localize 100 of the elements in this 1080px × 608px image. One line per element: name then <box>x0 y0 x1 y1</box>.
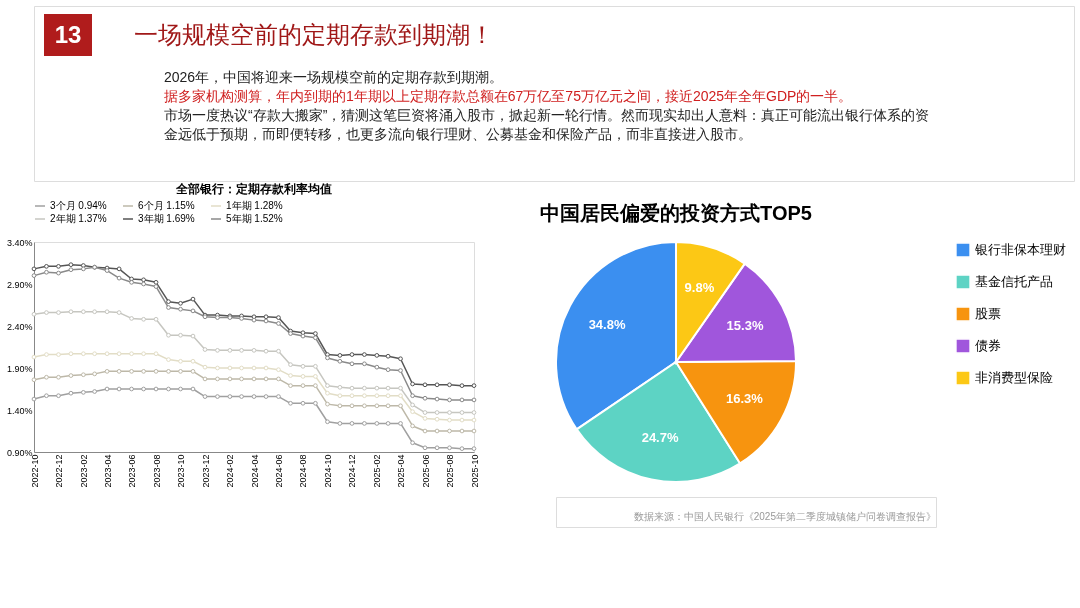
point <box>190 368 196 374</box>
x-tick-label: 2023-06 <box>127 454 138 488</box>
point <box>251 394 257 399</box>
point <box>251 376 257 382</box>
point <box>104 309 110 315</box>
point <box>313 400 318 406</box>
point <box>202 394 208 399</box>
point <box>385 353 391 359</box>
point <box>337 384 343 390</box>
point <box>44 310 49 315</box>
legend-label: 3年期 1.69% <box>138 213 195 224</box>
y-tick-label: 0.90% <box>6 447 33 458</box>
x-tick-label: 2025-02 <box>372 454 383 488</box>
text: 2026年，中国将迎来一场规模空前的定期存款到期潮。 <box>164 69 504 85</box>
point <box>410 402 415 408</box>
point <box>81 389 86 395</box>
point <box>337 421 343 426</box>
point <box>129 368 134 374</box>
point <box>190 333 196 339</box>
point <box>362 393 367 399</box>
legend-label: 5年期 1.52% <box>226 213 283 224</box>
point <box>385 421 391 426</box>
point <box>251 365 257 371</box>
point <box>447 417 452 423</box>
point <box>44 263 49 269</box>
point <box>227 376 233 382</box>
x-tick-label: 2024-04 <box>249 454 260 488</box>
point <box>422 382 428 388</box>
point <box>116 351 122 357</box>
point <box>92 309 97 315</box>
data-label: 34.8% <box>588 317 626 333</box>
point <box>422 395 428 401</box>
point <box>44 374 49 380</box>
point <box>104 386 110 392</box>
point <box>459 397 465 403</box>
point <box>81 351 86 357</box>
x-tick-label: 2024-06 <box>273 454 284 488</box>
point <box>239 365 244 371</box>
y-tick-label: 2.40% <box>6 321 33 332</box>
point <box>337 358 343 364</box>
point <box>398 368 403 373</box>
point <box>276 376 281 382</box>
point <box>31 377 37 383</box>
point <box>288 373 293 378</box>
point <box>239 394 244 399</box>
point <box>434 396 440 402</box>
point <box>362 421 367 426</box>
point <box>447 382 452 388</box>
point <box>202 364 208 370</box>
point <box>215 394 220 399</box>
point <box>325 390 330 396</box>
point <box>410 393 415 399</box>
y-tick-label: 1.40% <box>6 405 33 416</box>
point <box>153 284 159 289</box>
x-tick-label: 2025-06 <box>420 454 431 488</box>
point <box>300 363 306 369</box>
y-tick-label: 3.40% <box>6 237 33 248</box>
y-tick-label: 1.90% <box>6 363 33 374</box>
point <box>300 400 306 406</box>
point <box>68 351 74 357</box>
point <box>422 428 428 434</box>
point <box>116 368 122 374</box>
point <box>31 273 37 278</box>
point <box>251 347 257 353</box>
point <box>459 383 465 389</box>
point <box>215 376 220 382</box>
text: 13 <box>54 21 82 48</box>
point <box>263 314 269 320</box>
point <box>263 365 269 371</box>
point <box>215 347 220 353</box>
point <box>166 386 171 392</box>
point <box>362 361 367 367</box>
point <box>178 358 183 364</box>
legend-label: 6个月 1.15% <box>138 200 195 211</box>
point <box>300 374 306 379</box>
x-tick-label: 2023-04 <box>102 454 113 488</box>
point <box>276 394 281 399</box>
legend-label: 基金信托产品 <box>975 274 1053 289</box>
point <box>374 353 380 358</box>
point <box>166 357 171 362</box>
point <box>349 361 355 367</box>
point <box>313 363 318 369</box>
x-tick-label: 2022-12 <box>53 454 64 488</box>
point <box>362 385 367 391</box>
point <box>116 310 122 315</box>
point <box>276 348 281 354</box>
point <box>68 267 74 273</box>
point <box>422 445 428 451</box>
point <box>349 385 355 391</box>
point <box>56 310 61 315</box>
data-label: 24.7% <box>641 430 679 446</box>
point <box>398 403 403 409</box>
point <box>56 352 61 357</box>
point <box>190 296 196 302</box>
legend-label: 银行非保本理财 <box>974 242 1066 257</box>
point <box>288 383 293 389</box>
point <box>434 428 440 434</box>
point <box>239 347 244 353</box>
point <box>398 421 403 426</box>
legend-label: 非消费型保险 <box>975 370 1053 385</box>
